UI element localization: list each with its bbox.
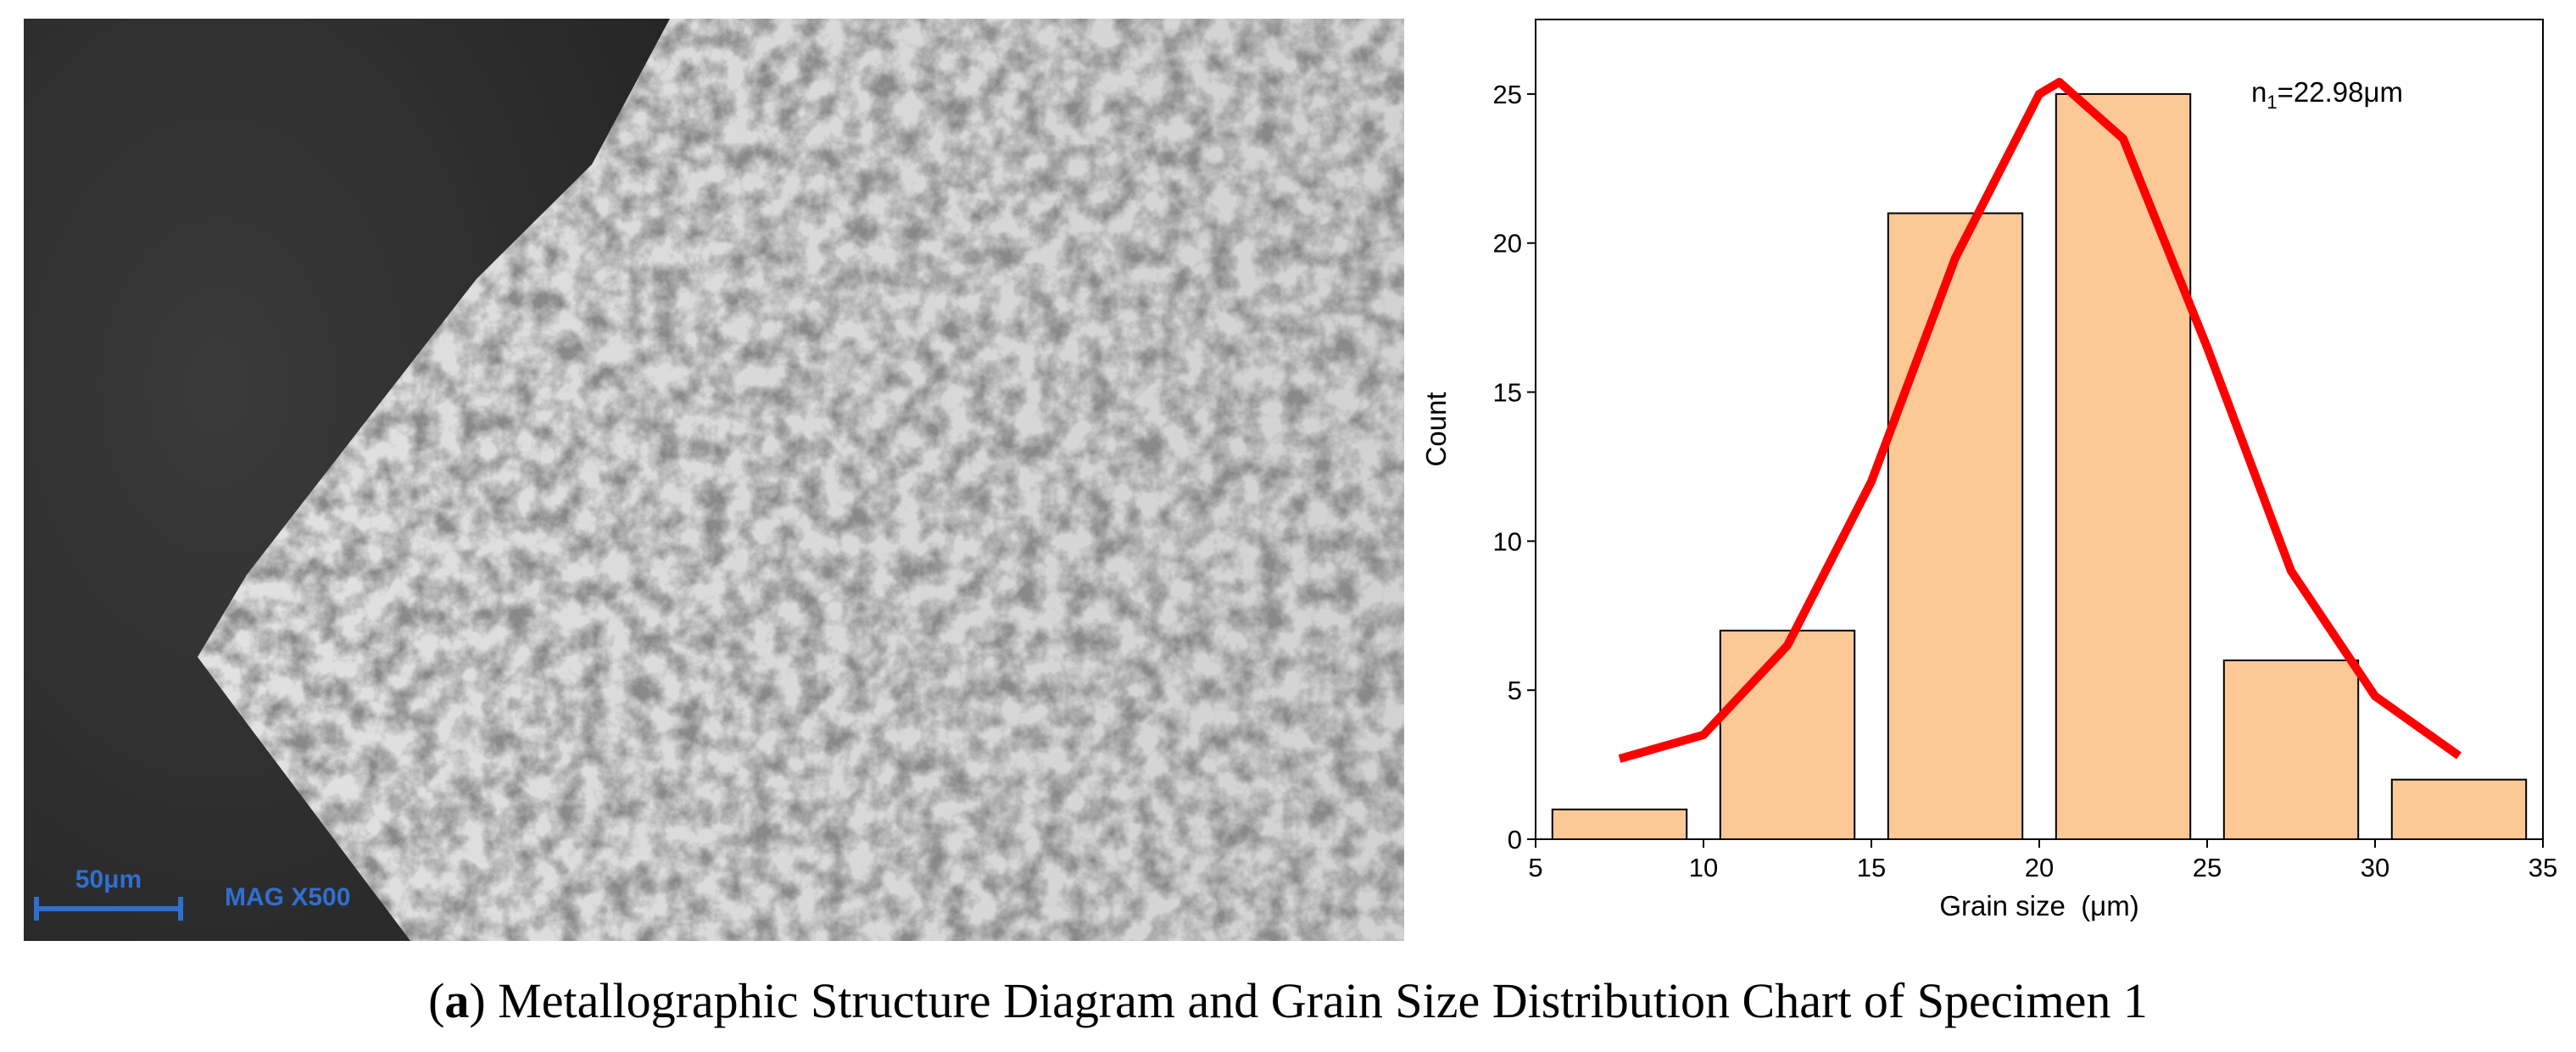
annotation-rest: =22.98μm <box>2278 76 2403 108</box>
y-tick-label: 20 <box>1493 229 1522 259</box>
y-tick-label: 5 <box>1508 676 1522 705</box>
x-tick-label: 25 <box>2193 853 2222 882</box>
caption-open: ( <box>428 973 444 1028</box>
y-tick-label: 25 <box>1493 80 1522 109</box>
x-tick-label: 20 <box>2025 853 2054 882</box>
y-tick-label: 10 <box>1493 526 1522 556</box>
bar <box>1887 212 2024 840</box>
x-tick-label: 30 <box>2361 853 2389 882</box>
x-tick-label: 5 <box>1528 853 1542 882</box>
micrograph: 50μm MAG X500 <box>24 19 1404 941</box>
fit-curve <box>1618 77 2462 763</box>
y-tick-label: 0 <box>1508 825 1522 854</box>
bar <box>2390 778 2528 840</box>
caption-text: ) Metallographic Structure Diagram and G… <box>469 973 2148 1028</box>
y-tick-label: 15 <box>1493 378 1522 408</box>
bar <box>2055 92 2192 840</box>
annotation-sub: 1 <box>2267 92 2277 113</box>
plot-frame <box>1535 19 2544 840</box>
caption: (a) Metallographic Structure Diagram and… <box>428 973 2148 1028</box>
x-axis-label: Grain size (μm) <box>1939 890 2138 921</box>
scale-bar-label: 50μm <box>75 866 142 893</box>
x-tick-label: 35 <box>2529 853 2557 882</box>
caption-label: a <box>444 973 469 1028</box>
annotation-n: n <box>2251 76 2267 108</box>
bar <box>2222 660 2360 840</box>
y-axis-label: Count <box>1420 392 1452 466</box>
magnification-label: MAG X500 <box>225 883 350 911</box>
annotation: n1=22.98μm <box>2251 76 2403 113</box>
x-tick-label: 15 <box>1857 853 1886 882</box>
bar <box>1551 808 1688 840</box>
x-tick-label: 10 <box>1689 853 1718 882</box>
bar <box>1719 629 1856 841</box>
